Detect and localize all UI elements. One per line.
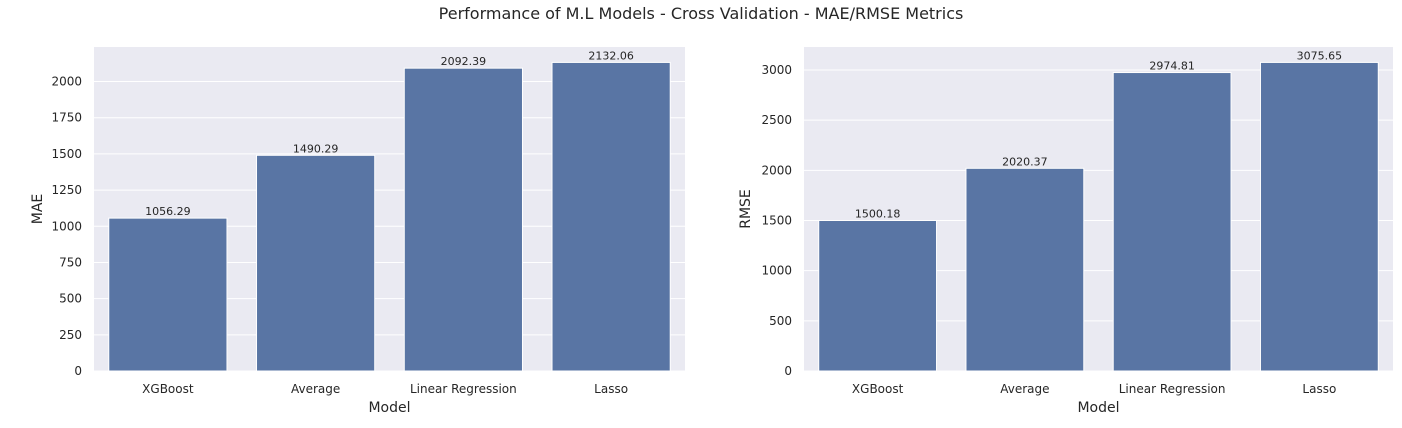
mae-x-tick-label: Average [291,382,340,396]
mae-y-tick-label: 750 [59,255,82,269]
mae-y-tick-label: 500 [59,292,82,306]
mae-x-tick-label: XGBoost [142,382,194,396]
rmse-y-tick-label: 2000 [761,163,792,177]
mae-bar-value-label: 2092.39 [441,55,487,68]
rmse-bar [965,167,1085,372]
rmse-x-tick-label: XGBoost [852,382,904,396]
rmse-y-tick-label: 3000 [761,63,792,77]
mae-y-tick-label: 0 [74,364,82,378]
mae-x-tick-label: Lasso [594,382,628,396]
rmse-x-tick-label: Average [1000,382,1049,396]
mae-bar [551,61,671,372]
rmse-bar [1112,72,1232,372]
mae-bar-value-label: 1056.29 [145,205,191,218]
mae-y-tick-label: 2000 [51,75,82,89]
mae-x-tick-label: Linear Regression [410,382,517,396]
rmse-x-axis-label: Model [1077,400,1119,416]
mae-bar [256,154,376,372]
mae-y-axis-label: MAE [30,194,46,225]
rmse-bar-value-label: 2974.81 [1149,60,1195,73]
mae-y-tick-label: 1500 [51,147,82,161]
mae-chart-panel: 0 250 500 750 1000 1250 1500 1750 2000 1056.29 XGB… [30,47,685,416]
mae-x-axis-label: Model [368,400,410,416]
rmse-x-tick-label: Lasso [1302,382,1336,396]
rmse-bar [818,219,938,372]
rmse-y-axis-label: RMSE [738,189,754,229]
figure-title: Performance of M.L Models - Cross Valida… [438,4,964,23]
mae-y-tick-label: 1000 [51,219,82,233]
rmse-bar [1259,61,1379,372]
mae-bar-value-label: 1490.29 [293,142,339,155]
mae-y-tick-label: 1750 [51,111,82,125]
mae-bar-value-label: 2132.06 [588,49,634,62]
rmse-bar-value-label: 3075.65 [1297,49,1343,62]
rmse-x-tick-label: Linear Regression [1119,382,1226,396]
rmse-y-tick-label: 2500 [761,113,792,127]
rmse-y-tick-label: 1500 [761,214,792,228]
rmse-chart-panel: 0 500 1000 1500 2000 2500 3000 1500.18 XGBoost 20… [738,47,1393,416]
rmse-y-tick-label: 0 [784,364,792,378]
rmse-bar-value-label: 1500.18 [855,207,901,220]
mae-bar [108,217,228,372]
mae-y-tick-label: 1250 [51,183,82,197]
mae-y-tick-label: 250 [59,328,82,342]
mae-bar [403,67,523,372]
rmse-bar-value-label: 2020.37 [1002,155,1048,168]
rmse-y-tick-label: 500 [769,314,792,328]
rmse-y-tick-label: 1000 [761,264,792,278]
